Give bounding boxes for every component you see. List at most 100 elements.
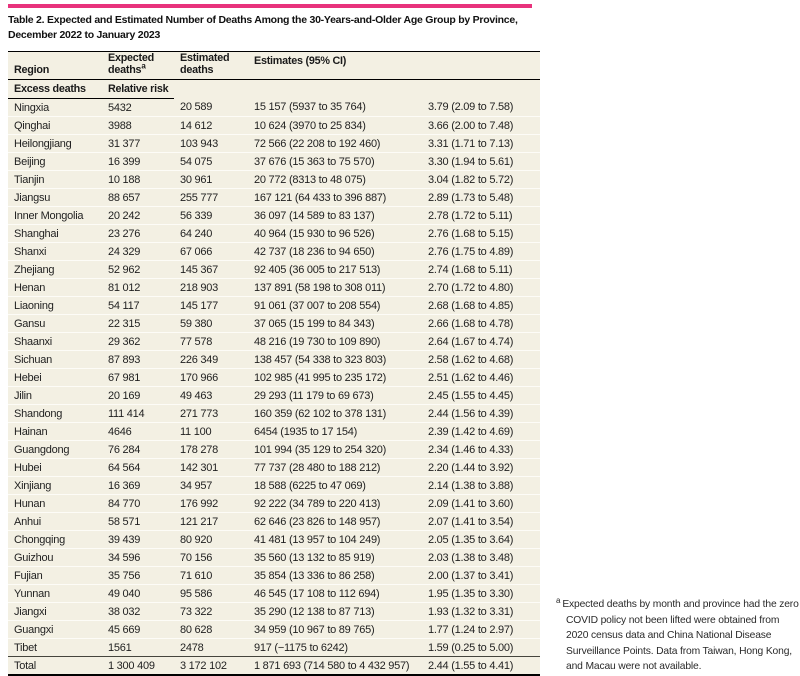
estimated-deaths-cell: 34 957 (174, 476, 248, 495)
excess-deaths-cell: 29 293 (11 179 to 69 673) (248, 386, 422, 405)
expected-deaths-cell: 35 756 (102, 566, 174, 585)
deaths-by-province-table: Region Expected deathsa Estimated deaths… (8, 51, 541, 676)
estimated-deaths-cell: 59 380 (174, 314, 248, 333)
excess-deaths-cell: 138 457 (54 338 to 323 803) (248, 350, 422, 369)
expected-deaths-cell: 20 242 (102, 206, 174, 225)
relative-risk-cell: 2.58 (1.62 to 4.68) (422, 350, 541, 369)
expected-deaths-cell: 58 571 (102, 512, 174, 531)
footnote-marker: a (556, 595, 561, 605)
region-cell: Liaoning (8, 296, 102, 315)
excess-deaths-cell: 48 216 (19 730 to 109 890) (248, 332, 422, 351)
relative-risk-cell: 2.07 (1.41 to 3.54) (422, 512, 541, 531)
table-row: Qinghai 3988 14 612 10 624 (3970 to 25 834)… (8, 116, 541, 135)
table-row: Shandong 111 414 271 773 160 359 (62 102 to… (8, 404, 541, 423)
expected-deaths-cell: 88 657 (102, 188, 174, 207)
expected-deaths-cell: 10 188 (102, 170, 174, 189)
expected-deaths-cell: 84 770 (102, 494, 174, 513)
estimated-deaths-cell: 142 301 (174, 458, 248, 477)
expected-deaths-cell: 31 377 (102, 134, 174, 153)
region-cell: Yunnan (8, 584, 102, 603)
estimated-deaths-cell: 176 992 (174, 494, 248, 513)
column-header-estimated-deaths: Estimated deaths (174, 51, 248, 80)
region-cell: Henan (8, 278, 102, 297)
region-cell: Heilongjiang (8, 134, 102, 153)
region-cell: Ningxia (14, 101, 49, 114)
table-row: Ningxia 5432 20 589 15 157 (5937 to 35 764)… (8, 99, 540, 117)
excess-deaths-cell: 35 854 (13 336 to 86 258) (248, 566, 422, 585)
relative-risk-cell: 3.31 (1.71 to 7.13) (422, 134, 541, 153)
region-cell: Guizhou (8, 548, 102, 567)
table-row: Xinjiang 16 369 34 957 18 588 (6225 to 47 0… (8, 476, 541, 495)
excess-deaths-cell: 62 646 (23 826 to 148 957) (248, 512, 422, 531)
excess-deaths-cell: 1 871 693 (714 580 to 4 432 957) (248, 656, 422, 675)
region-cell: Anhui (8, 512, 102, 531)
table-title: Table 2. Expected and Estimated Number o… (8, 13, 540, 43)
excess-deaths-cell: 72 566 (22 208 to 192 460) (248, 134, 422, 153)
region-cell: Sichuan (8, 350, 102, 369)
table-row: Inner Mongolia 20 242 56 339 36 097 (14 589… (8, 206, 541, 225)
excess-deaths-cell: 917 (−1175 to 6242) (248, 638, 422, 657)
estimated-deaths-cell: 218 903 (174, 278, 248, 297)
expected-deaths-cell: 45 669 (102, 620, 174, 639)
table-row: Hunan 84 770 176 992 92 222 (34 789 to 220 … (8, 494, 541, 513)
excess-deaths-cell: 101 994 (35 129 to 254 320) (248, 440, 422, 459)
region-cell: Hebei (8, 368, 102, 387)
expected-deaths-cell: 1561 (102, 638, 174, 657)
table-row: Shanxi 24 329 67 066 42 737 (18 236 to 94 6… (8, 242, 541, 261)
excess-deaths-cell: 46 545 (17 108 to 112 694) (248, 584, 422, 603)
excess-deaths-cell: 137 891 (58 198 to 308 011) (248, 278, 422, 297)
estimated-deaths-cell: 77 578 (174, 332, 248, 351)
expected-deaths-cell: 23 276 (102, 224, 174, 243)
relative-risk-cell: 3.79 (2.09 to 7.58) (428, 101, 514, 114)
table-title-line-2: December 2022 to January 2023 (8, 29, 161, 41)
excess-deaths-cell: 77 737 (28 480 to 188 212) (248, 458, 422, 477)
expected-deaths-cell: 16 399 (102, 152, 174, 171)
relative-risk-cell: 2.70 (1.72 to 4.80) (422, 278, 541, 297)
excess-deaths-cell: 92 405 (36 005 to 217 513) (248, 260, 422, 279)
excess-deaths-cell: 35 560 (13 132 to 85 919) (248, 548, 422, 567)
region-cell: Qinghai (8, 116, 102, 135)
expected-deaths-cell: 76 284 (102, 440, 174, 459)
excess-deaths-cell: 10 624 (3970 to 25 834) (248, 116, 422, 135)
accent-rule (8, 4, 532, 8)
estimated-deaths-cell: 14 612 (174, 116, 248, 135)
expected-deaths-cell: 39 439 (102, 530, 174, 549)
region-cell: Guangdong (8, 440, 102, 459)
region-cell: Total (8, 656, 102, 675)
table-row: Zhejiang 52 962 145 367 92 405 (36 005 to 2… (8, 260, 541, 279)
column-group-estimates-ci: Estimates (95% CI) (248, 51, 541, 80)
table-row: Shaanxi 29 362 77 578 48 216 (19 730 to 109… (8, 332, 541, 351)
relative-risk-cell: 2.20 (1.44 to 3.92) (422, 458, 541, 477)
relative-risk-cell: 2.64 (1.67 to 4.74) (422, 332, 541, 351)
expected-deaths-cell: 24 329 (102, 242, 174, 261)
relative-risk-cell: 3.04 (1.82 to 5.72) (422, 170, 541, 189)
expected-deaths-cell: 5432 (108, 101, 132, 114)
estimated-deaths-cell: 80 920 (174, 530, 248, 549)
excess-deaths-cell: 37 676 (15 363 to 75 570) (248, 152, 422, 171)
table-title-line-1: Table 2. Expected and Estimated Number o… (8, 14, 518, 26)
estimated-deaths-cell: 54 075 (174, 152, 248, 171)
expected-deaths-cell: 16 369 (102, 476, 174, 495)
excess-deaths-cell: 92 222 (34 789 to 220 413) (248, 494, 422, 513)
table-body: Ningxia 5432 20 589 15 157 (5937 to 35 764)… (8, 99, 541, 675)
estimated-deaths-cell: 145 177 (174, 296, 248, 315)
region-cell: Shandong (8, 404, 102, 423)
expected-deaths-cell: 34 596 (102, 548, 174, 567)
table-row: Anhui 58 571 121 217 62 646 (23 826 to 148 … (8, 512, 541, 531)
region-cell: Shanxi (8, 242, 102, 261)
header-group-row: Region Expected deathsa Estimated deaths… (8, 51, 541, 80)
relative-risk-cell: 1.59 (0.25 to 5.00) (422, 638, 541, 657)
estimated-deaths-cell: 64 240 (174, 224, 248, 243)
relative-risk-cell: 2.66 (1.68 to 4.78) (422, 314, 541, 333)
relative-risk-cell: 2.14 (1.38 to 3.88) (422, 476, 541, 495)
estimated-deaths-cell: 71 610 (174, 566, 248, 585)
expected-deaths-cell: 87 893 (102, 350, 174, 369)
column-header-relative-risk: Relative risk (102, 79, 174, 99)
relative-risk-cell: 2.78 (1.72 to 5.11) (422, 206, 541, 225)
table-row: Jiangxi 38 032 73 322 35 290 (12 138 to 87 … (8, 602, 541, 621)
relative-risk-cell: 2.00 (1.37 to 3.41) (422, 566, 541, 585)
table-row: Hebei 67 981 170 966 102 985 (41 995 to 235… (8, 368, 541, 387)
table-row: Sichuan 87 893 226 349 138 457 (54 338 to 3… (8, 350, 541, 369)
excess-deaths-cell: 34 959 (10 967 to 89 765) (248, 620, 422, 639)
estimated-deaths-cell: 271 773 (174, 404, 248, 423)
